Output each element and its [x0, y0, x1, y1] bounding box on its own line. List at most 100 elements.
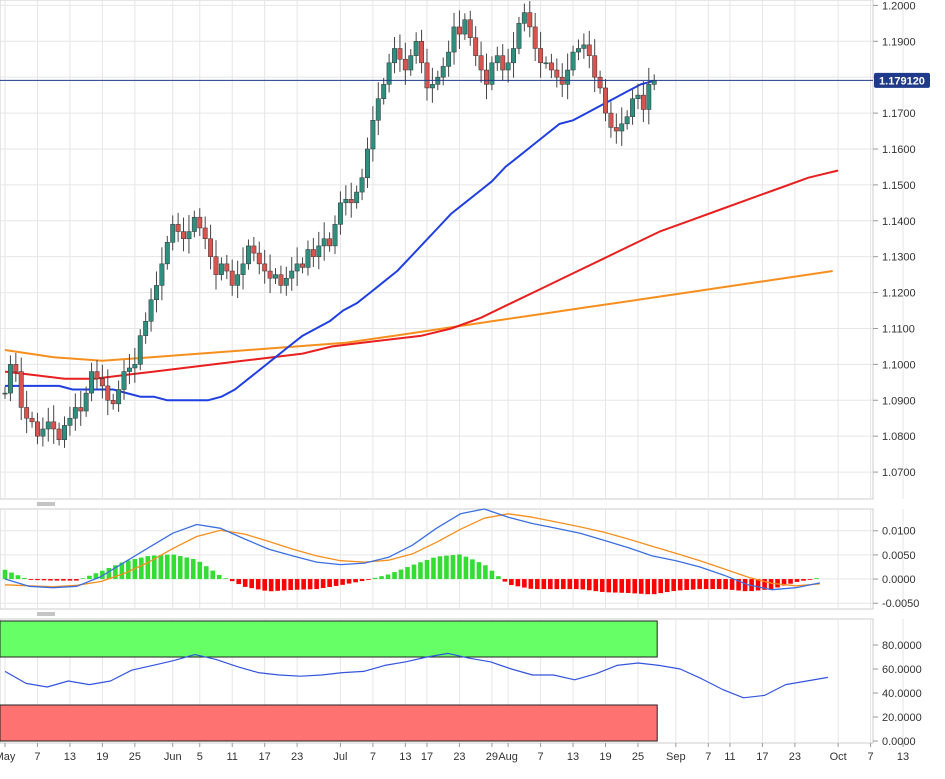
macd-histogram-bar: [28, 579, 34, 580]
pane-splitter-2[interactable]: [37, 612, 55, 616]
macd-histogram-bar: [398, 569, 404, 580]
price-series: [2, 1, 839, 448]
time-tick-label: 23: [789, 751, 801, 763]
macd-histogram-bar: [327, 579, 332, 587]
macd-histogram-bar: [638, 579, 644, 594]
candle-body: [18, 371, 24, 408]
macd-histogram-bar: [814, 578, 819, 580]
candle-body: [527, 12, 533, 28]
macd-histogram-bar: [307, 579, 313, 590]
macd-histogram-bar: [236, 579, 242, 585]
candle-body: [67, 417, 73, 426]
time-tick-label: 19: [599, 751, 611, 763]
candle-body: [548, 62, 554, 71]
macd-histogram-bar: [126, 560, 131, 580]
macd-histogram-bar: [541, 579, 547, 590]
price-tick-label: 1.1200: [882, 288, 916, 300]
candle-body: [586, 44, 592, 56]
time-tick-label: Sep: [666, 751, 686, 763]
candle-body: [429, 84, 435, 89]
macd-histogram-bar: [314, 579, 319, 590]
macd-histogram-bar: [379, 576, 384, 580]
macd-histogram-bar: [113, 565, 118, 580]
candle-body: [251, 245, 257, 254]
macd-histogram-bar: [424, 559, 430, 580]
time-tick-label: Jul: [333, 751, 347, 763]
grid-lines: [0, 0, 904, 743]
macd-histogram-bar: [2, 569, 8, 580]
candle-body: [283, 277, 289, 286]
candle-body: [143, 321, 149, 336]
time-tick-label: 7: [34, 751, 40, 763]
macd-tick-label: 0.0000: [882, 574, 916, 586]
rsi-tick-label: 80.0000: [882, 640, 922, 652]
candle-body: [386, 62, 392, 85]
candle-body: [256, 252, 262, 265]
time-tick-label: 17: [421, 751, 433, 763]
macd-tick-label: 0.0050: [882, 550, 916, 562]
candle-body: [489, 62, 495, 85]
candle-body: [305, 249, 311, 268]
macd-histogram-bar: [554, 579, 560, 590]
candle-body: [451, 26, 457, 53]
candle-body: [246, 245, 251, 265]
candle-body: [576, 48, 581, 53]
candle-body: [13, 364, 19, 372]
macd-histogram-bar: [729, 579, 735, 590]
macd-histogram-bar: [807, 579, 813, 580]
candle-body: [365, 148, 370, 178]
candle-body: [608, 112, 614, 128]
candle-body: [35, 421, 40, 437]
time-tick-label: 13: [399, 751, 411, 763]
candle-body: [213, 256, 219, 275]
macd-histogram-bar: [606, 579, 612, 593]
candle-body: [137, 335, 143, 365]
macd-histogram-bar: [346, 579, 352, 584]
candle-body: [440, 66, 446, 78]
time-tick-label: 19: [96, 751, 108, 763]
candle-body: [235, 274, 241, 286]
macd-signal-line: [4, 513, 820, 588]
macd-histogram-bar: [320, 579, 326, 589]
candle-body: [630, 98, 636, 117]
macd-histogram-bar: [697, 579, 702, 590]
candle-body: [392, 48, 397, 64]
macd-histogram-bar: [489, 570, 495, 580]
time-tick-label: 23: [453, 751, 465, 763]
candle-body: [565, 69, 571, 85]
time-tick-label: Oct: [830, 751, 847, 763]
macd-histogram-bar: [502, 579, 508, 582]
candle-body: [419, 41, 425, 64]
candle-body: [408, 55, 414, 71]
macd-histogram-bar: [736, 579, 741, 591]
macd-series: [2, 508, 821, 595]
macd-histogram-bar: [145, 556, 151, 580]
pane-splitter-1[interactable]: [37, 502, 55, 506]
candle-body: [327, 238, 333, 247]
candle-body: [240, 263, 246, 275]
candle-body: [94, 371, 100, 379]
macd-tick-label: 0.0100: [882, 526, 916, 538]
macd-histogram-bar: [301, 579, 306, 590]
axis-labels: 1.20001.19001.18001.17001.16001.15001.14…: [0, 0, 922, 763]
candle-body: [170, 224, 176, 243]
candle-body: [375, 98, 381, 121]
sma100-line: [4, 169, 839, 380]
macd-histogram-bar: [216, 574, 222, 580]
price-tick-label: 1.1700: [882, 108, 916, 120]
macd-histogram-bar: [223, 578, 229, 580]
price-tick-label: 1.1400: [882, 216, 916, 228]
candle-body: [619, 123, 625, 132]
rsi-line: [4, 652, 829, 699]
candle-body: [397, 48, 403, 60]
time-tick-label: 25: [632, 751, 644, 763]
time-tick-label: 13: [64, 751, 76, 763]
macd-histogram-bar: [599, 579, 605, 592]
time-tick-label: 7: [370, 751, 376, 763]
candle-body: [603, 87, 608, 114]
price-tick-label: 1.1500: [882, 180, 916, 192]
time-tick-label: 7: [538, 751, 544, 763]
macd-histogram-bar: [190, 558, 196, 580]
price-tick-label: 1.0700: [882, 467, 916, 479]
